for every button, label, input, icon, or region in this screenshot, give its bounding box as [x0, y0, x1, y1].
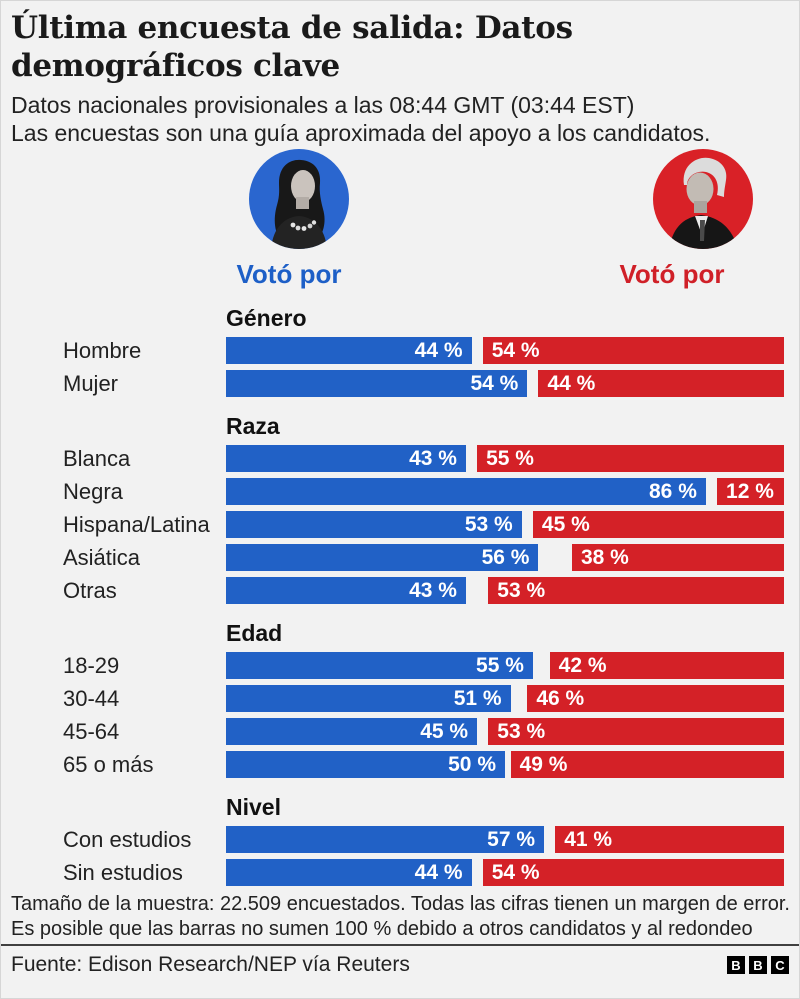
- trump-bar: 54 %: [482, 337, 784, 364]
- bbc-logo-letter-1: B: [727, 956, 745, 974]
- footnote-line-1: Tamaño de la muestra: 22.509 encuestados…: [11, 893, 790, 915]
- trump-bar: 54 %: [482, 859, 784, 886]
- trump-bar: 46 %: [527, 685, 784, 712]
- chart-row: 18-29 55 % 42 %: [11, 652, 789, 679]
- bar-pair: 55 % 42 %: [226, 652, 784, 679]
- trump-bar: 12 %: [717, 478, 784, 505]
- row-label: 45-64: [63, 718, 120, 744]
- page-title: Última encuesta de salida: Datos demográ…: [11, 10, 573, 84]
- section-header: Edad: [226, 620, 283, 646]
- section-header: Raza: [226, 413, 280, 439]
- row-label: Blanca: [63, 445, 131, 471]
- harris-bar: 54 %: [226, 370, 528, 397]
- trump-bar: 49 %: [510, 751, 784, 778]
- trump-bar: 44 %: [538, 370, 784, 397]
- chart-row: Hispana/Latina 53 % 45 %: [11, 511, 789, 538]
- trump-bar: 38 %: [571, 544, 784, 571]
- harris-bar: 56 %: [226, 544, 539, 571]
- chart-row: 30-44 51 % 46 %: [11, 685, 789, 712]
- trump-bar: 45 %: [532, 511, 784, 538]
- harris-bar: 43 %: [226, 445, 466, 472]
- candidate-harris: Votó por: [236, 149, 359, 289]
- bbc-logo-letter-2: B: [749, 956, 767, 974]
- subtitle-line-1: Datos nacionales provisionales a las 08:…: [11, 92, 635, 118]
- trump-bar: 53 %: [488, 718, 784, 745]
- candidate-photo-harris: [249, 149, 349, 249]
- candidate-trump: Votó por: [620, 149, 763, 289]
- bbc-logo-letter-3: C: [771, 956, 789, 974]
- row-label: 18-29: [63, 652, 120, 678]
- harris-bar: 51 %: [226, 685, 511, 712]
- candidate-photo-trump: [653, 149, 753, 249]
- bar-pair: 50 % 49 %: [226, 751, 784, 778]
- harris-bar: 55 %: [226, 652, 533, 679]
- harris-bar: 44 %: [226, 337, 472, 364]
- chart-row: 45-64 45 % 53 %: [11, 718, 789, 745]
- bar-pair: 53 % 45 %: [226, 511, 784, 538]
- bar-pair: 44 % 54 %: [226, 337, 784, 364]
- trump-portrait-icon: [653, 149, 753, 249]
- bar-pair: 57 % 41 %: [226, 826, 784, 853]
- trump-bar: 41 %: [555, 826, 784, 853]
- chart-row: Sin estudios 44 % 54 %: [11, 859, 789, 886]
- bar-pair: 56 % 38 %: [226, 544, 784, 571]
- section-header: Género: [226, 305, 307, 331]
- chart-row: Otras 43 % 53 %: [11, 577, 789, 604]
- row-label: Sin estudios: [63, 859, 183, 885]
- exit-poll-chart: Género Hombre 44 % 54 % Mujer 54 % 44 % Raza Bla…: [11, 305, 789, 886]
- row-label: Hispana/Latina: [63, 511, 210, 537]
- bar-pair: 51 % 46 %: [226, 685, 784, 712]
- bar-pair: 43 % 53 %: [226, 577, 784, 604]
- footnote-line-2: Es posible que las barras no sumen 100 %…: [11, 918, 753, 940]
- bar-pair: 43 % 55 %: [226, 445, 784, 472]
- source-text: Fuente: Edison Research/NEP vía Reuters: [11, 953, 410, 976]
- harris-bar: 57 %: [226, 826, 545, 853]
- harris-bar: 45 %: [226, 718, 478, 745]
- bar-pair: 45 % 53 %: [226, 718, 784, 745]
- row-label: Mujer: [63, 370, 119, 396]
- subtitle-line-2: Las encuestas son una guía aproximada de…: [11, 120, 711, 146]
- trump-bar: 42 %: [549, 652, 784, 679]
- harris-bar: 43 %: [226, 577, 466, 604]
- row-label: 65 o más: [63, 751, 154, 777]
- bar-pair: 44 % 54 %: [226, 859, 784, 886]
- row-label: Asiática: [63, 544, 141, 570]
- harris-bar: 86 %: [226, 478, 706, 505]
- chart-row: Con estudios 57 % 41 %: [11, 826, 789, 853]
- section-header: Nivel: [226, 794, 281, 820]
- candidates-legend: Votó por Votó por: [11, 149, 789, 289]
- bar-pair: 54 % 44 %: [226, 370, 784, 397]
- source-row: Fuente: Edison Research/NEP vía Reuters …: [1, 944, 799, 977]
- chart-row: 65 o más 50 % 49 %: [11, 751, 789, 778]
- row-label: Negra: [63, 478, 123, 504]
- row-label: Otras: [63, 577, 117, 603]
- harris-bar: 53 %: [226, 511, 522, 538]
- row-label: Hombre: [63, 337, 142, 363]
- trump-bar: 55 %: [477, 445, 784, 472]
- harris-bar: 50 %: [226, 751, 505, 778]
- chart-row: Blanca 43 % 55 %: [11, 445, 789, 472]
- harris-portrait-icon: [249, 149, 349, 249]
- chart-row: Negra 86 % 12 %: [11, 478, 789, 505]
- chart-row: Asiática 56 % 38 %: [11, 544, 789, 571]
- harris-bar: 44 %: [226, 859, 472, 886]
- chart-row: Mujer 54 % 44 %: [11, 370, 789, 397]
- voted-label-harris: Votó por: [236, 259, 342, 289]
- row-label: 30-44: [63, 685, 120, 711]
- bbc-logo: B B C: [727, 956, 789, 974]
- bar-pair: 86 % 12 %: [226, 478, 784, 505]
- row-label: Con estudios: [63, 826, 192, 852]
- voted-label-trump: Votó por: [619, 259, 725, 289]
- trump-bar: 53 %: [488, 577, 784, 604]
- chart-row: Hombre 44 % 54 %: [11, 337, 789, 364]
